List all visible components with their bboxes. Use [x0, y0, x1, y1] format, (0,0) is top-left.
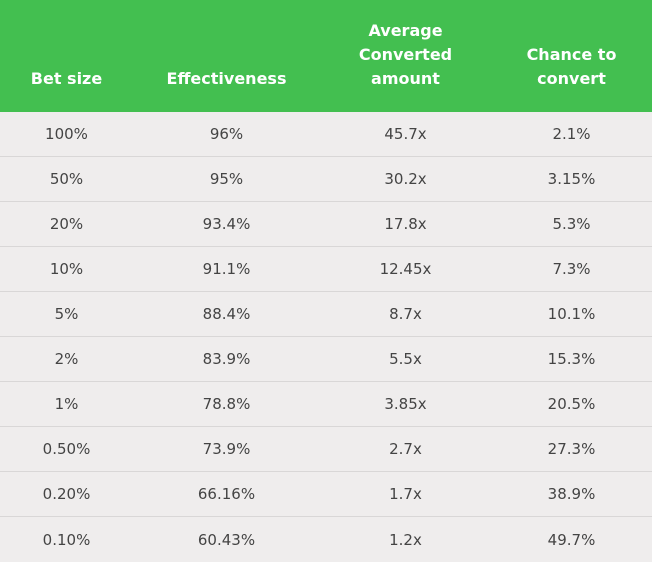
table-row: 1% 78.8% 3.85x 20.5% [0, 382, 652, 427]
cell-average-converted-amount: 1.2x [389, 530, 422, 549]
cell-effectiveness: 66.16% [197, 485, 256, 503]
cell-average-converted-amount: 45.7x [384, 125, 427, 143]
header-line: Effectiveness [166, 69, 287, 88]
cell-chance-to-convert: 2.1% [552, 125, 591, 143]
cell-average-converted-amount: 17.8x [384, 215, 427, 233]
cell-chance-to-convert: 7.3% [552, 260, 591, 278]
cell-chance-to-convert: 20.5% [547, 395, 596, 413]
header-line: convert [537, 69, 606, 88]
cell-chance-to-convert: 10.1% [547, 305, 596, 323]
cell-chance-to-convert: 15.3% [547, 350, 596, 368]
cell-bet-size: 1% [54, 395, 79, 413]
cell-effectiveness: 93.4% [202, 215, 251, 233]
header-chance-to-convert: Chance to convert [491, 43, 652, 91]
cell-average-converted-amount: 2.7x [389, 440, 422, 458]
cell-effectiveness: 73.9% [202, 440, 251, 458]
cell-average-converted-amount: 8.7x [389, 305, 422, 323]
cell-chance-to-convert: 38.9% [547, 485, 596, 503]
cell-effectiveness: 91.1% [202, 260, 251, 278]
header-bet-size: Bet size [0, 67, 133, 91]
header-average-converted-amount: Average Converted amount [320, 19, 491, 91]
table-row: 100% 96% 45.7x 2.1% [0, 112, 652, 157]
table-row: 20% 93.4% 17.8x 5.3% [0, 202, 652, 247]
cell-chance-to-convert: 5.3% [552, 215, 591, 233]
cell-bet-size: 0.10% [42, 530, 91, 549]
header-line: Average [368, 21, 443, 40]
cell-bet-size: 100% [45, 125, 88, 143]
cell-bet-size: 0.20% [42, 485, 91, 503]
cell-chance-to-convert: 27.3% [547, 440, 596, 458]
table-body: 100% 96% 45.7x 2.1% 50% 95% 30.2x 3.15% 20% 93.4%… [0, 112, 652, 562]
cell-effectiveness: 78.8% [202, 395, 251, 413]
header-effectiveness: Effectiveness [133, 67, 320, 91]
cell-effectiveness: 95% [209, 170, 244, 188]
cell-effectiveness: 83.9% [202, 350, 251, 368]
table-header: Bet size Effectiveness Average Converted… [0, 0, 652, 112]
cell-average-converted-amount: 3.85x [384, 395, 427, 413]
cell-average-converted-amount: 1.7x [389, 485, 422, 503]
cell-bet-size: 0.50% [42, 440, 91, 458]
cell-effectiveness: 60.43% [197, 530, 256, 549]
cell-bet-size: 2% [54, 350, 79, 368]
table-row: 10% 91.1% 12.45x 7.3% [0, 247, 652, 292]
cell-average-converted-amount: 30.2x [384, 170, 427, 188]
header-line: Chance to [526, 45, 617, 64]
cell-effectiveness: 88.4% [202, 305, 251, 323]
table-row: 0.20% 66.16% 1.7x 38.9% [0, 472, 652, 517]
table-row: 50% 95% 30.2x 3.15% [0, 157, 652, 202]
table-row: 2% 83.9% 5.5x 15.3% [0, 337, 652, 382]
header-line: Converted [358, 45, 453, 64]
cell-bet-size: 5% [54, 305, 79, 323]
cell-chance-to-convert: 49.7% [547, 530, 596, 549]
cell-bet-size: 10% [49, 260, 84, 278]
cell-average-converted-amount: 12.45x [379, 260, 432, 278]
cell-effectiveness: 96% [209, 125, 244, 143]
table-row: 5% 88.4% 8.7x 10.1% [0, 292, 652, 337]
cell-bet-size: 50% [49, 170, 84, 188]
table-row: 0.50% 73.9% 2.7x 27.3% [0, 427, 652, 472]
cell-average-converted-amount: 5.5x [389, 350, 422, 368]
header-line: Bet size [30, 69, 103, 88]
cell-chance-to-convert: 3.15% [547, 170, 596, 188]
header-line: amount [371, 69, 440, 88]
table-row: 0.10% 60.43% 1.2x 49.7% [0, 517, 652, 562]
cell-bet-size: 20% [49, 215, 84, 233]
